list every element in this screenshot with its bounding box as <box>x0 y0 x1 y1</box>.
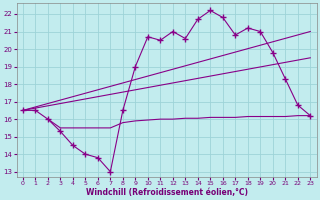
X-axis label: Windchill (Refroidissement éolien,°C): Windchill (Refroidissement éolien,°C) <box>85 188 248 197</box>
